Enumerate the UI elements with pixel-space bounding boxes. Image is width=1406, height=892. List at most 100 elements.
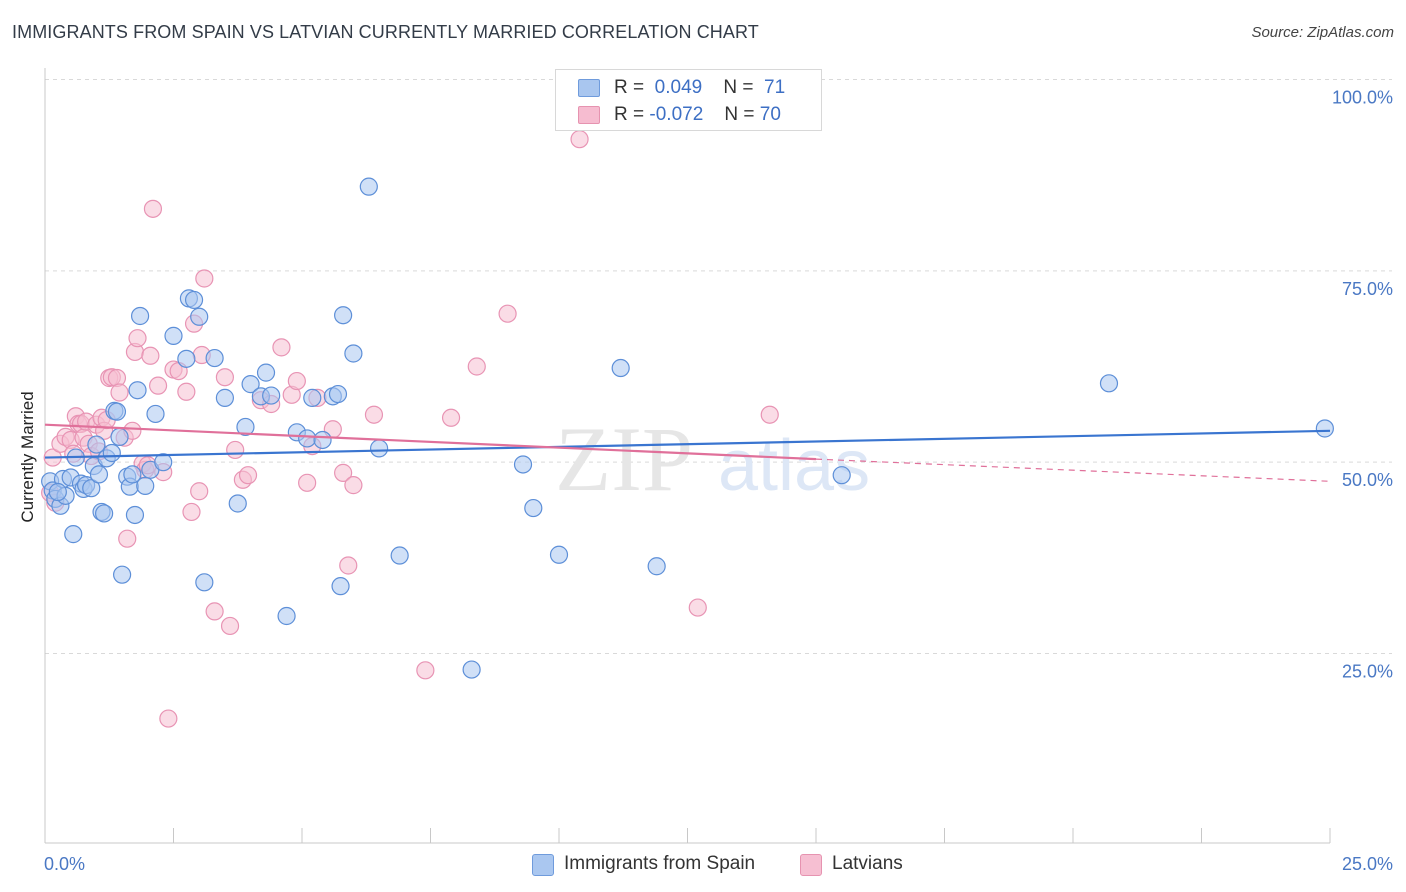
spain-point: [177, 349, 196, 368]
latvians-point: [220, 616, 240, 636]
spain-point: [136, 476, 155, 495]
spain-point: [107, 402, 127, 421]
grid-lines: [45, 79, 1392, 654]
watermark: ZIP atlas: [555, 408, 870, 510]
latvians-point: [226, 440, 245, 460]
y-tick-label: 50.0%: [1342, 470, 1393, 490]
x-tick-label: 0.0%: [44, 854, 85, 874]
spain-point: [462, 660, 481, 679]
legend-r-label: R =: [614, 77, 645, 98]
latvians-point: [498, 304, 517, 323]
spain-point: [228, 494, 247, 513]
latvians-point: [195, 269, 214, 288]
latvians-point: [177, 382, 196, 401]
spain-point: [112, 565, 132, 584]
spain-point: [524, 498, 543, 518]
spain-point: [128, 381, 147, 400]
chart-title: IMMIGRANTS FROM SPAIN VS LATVIAN CURRENT…: [12, 22, 759, 42]
latvians-point: [118, 529, 137, 548]
y-tick-label: 75.0%: [1342, 279, 1393, 299]
latvians-point: [416, 661, 435, 680]
spain-point: [390, 546, 409, 565]
latvians-point: [298, 473, 317, 492]
latvians-point: [128, 329, 147, 348]
spain-point: [611, 358, 630, 378]
spain-point: [164, 326, 183, 345]
latvians-point: [272, 338, 291, 357]
latvians-point: [190, 482, 209, 501]
latvians-point: [159, 709, 178, 728]
bottom-legend-label-spain: Immigrants from Spain: [564, 853, 756, 874]
watermark-zip: ZIP: [555, 408, 693, 510]
latvians-point: [143, 199, 163, 218]
spain-point: [184, 290, 204, 310]
latvians-point: [760, 405, 779, 424]
spain-point: [647, 557, 666, 576]
y-tick-label: 25.0%: [1342, 662, 1393, 682]
spain-point: [190, 307, 209, 326]
spain-point: [549, 545, 569, 564]
spain-point: [298, 429, 317, 448]
legend-n-latvians: 70: [759, 104, 781, 125]
spain-point: [205, 348, 224, 368]
trend-lines: [44, 423, 1331, 482]
spain-point: [154, 453, 173, 472]
spain-point: [328, 384, 348, 404]
latvians-point: [441, 408, 461, 427]
latvians-point: [467, 357, 486, 376]
spain-point: [130, 306, 150, 326]
spain-points: [41, 177, 1334, 679]
spain-point: [110, 427, 129, 447]
latvians-point: [287, 371, 306, 391]
latvians-point: [688, 598, 707, 617]
spain-point: [313, 430, 332, 450]
tick-labels: 25.0% 50.0% 75.0% 100.0% 0.0% 25.0%: [44, 88, 1393, 875]
spain-point: [123, 465, 142, 484]
spain-point: [262, 386, 281, 405]
latvians-point: [339, 556, 358, 575]
legend-n-label: N =: [724, 104, 755, 125]
legend-n-spain: 71: [764, 77, 786, 98]
x-tick-label: 25.0%: [1342, 854, 1393, 874]
latvians-point: [238, 466, 258, 485]
source-label: Source: ZipAtlas.com: [1251, 24, 1394, 41]
spain-point: [236, 417, 255, 437]
watermark-atlas: atlas: [718, 426, 870, 506]
spain-point: [95, 504, 114, 523]
legend-r-label: R =: [614, 104, 645, 125]
spain-point: [370, 439, 389, 458]
latvians-point: [141, 346, 160, 365]
spain-point: [146, 404, 165, 424]
bottom-legend-swatch-spain: [532, 854, 554, 876]
legend-swatch-latvians: [578, 106, 600, 124]
latvians-point: [182, 502, 201, 522]
spain-point: [344, 344, 363, 363]
latvians-point: [364, 405, 384, 424]
spain-point: [241, 375, 260, 394]
latvians-point: [148, 376, 168, 395]
latvians-point: [570, 130, 589, 149]
latvians-point: [205, 602, 224, 621]
spain-point: [215, 388, 234, 407]
spain-point: [89, 465, 109, 484]
spain-point: [125, 505, 145, 525]
latvians-point: [344, 476, 363, 495]
bottom-legend-swatch-latvians: [800, 854, 822, 876]
bottom-legend-label-latvians: Latvians: [832, 853, 903, 874]
spain-point: [331, 577, 350, 596]
y-axis-label: Currently Married: [18, 391, 37, 522]
spain-point: [102, 443, 121, 463]
spain-point: [48, 482, 67, 502]
legend-r-latvians: -0.072: [649, 104, 704, 125]
spain-point: [1099, 374, 1119, 393]
legend-r-spain: 0.049: [654, 77, 703, 98]
latvians-point: [215, 368, 234, 387]
spain-trend-line: [44, 429, 1331, 459]
spain-point: [87, 435, 106, 454]
spain-point: [64, 525, 83, 544]
spain-point: [195, 573, 214, 592]
spain-point: [1315, 419, 1334, 438]
legend-n-label: N =: [723, 77, 754, 98]
latvians-trend-line: [44, 423, 817, 461]
legend: R = 0.049 N = 71 R = -0.072 N = 70: [555, 69, 822, 131]
